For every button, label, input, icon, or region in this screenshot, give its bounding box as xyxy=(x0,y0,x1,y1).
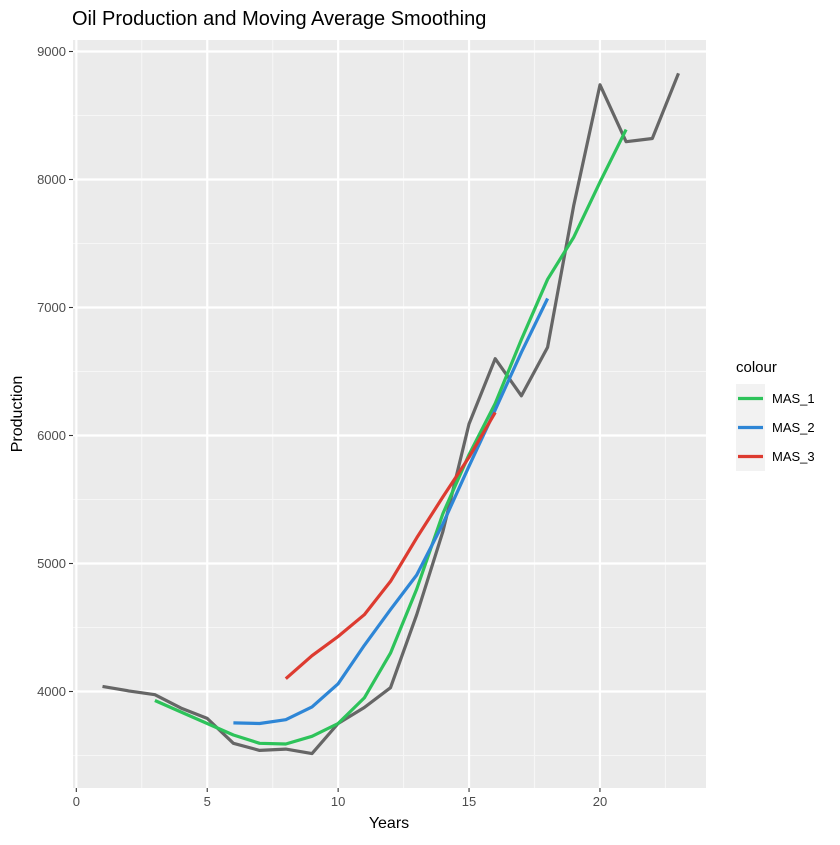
legend: colour MAS_1 MAS_2 MAS_3 xyxy=(736,359,815,471)
legend-items: MAS_1 MAS_2 MAS_3 xyxy=(736,384,815,471)
y-tick-label: 4000 xyxy=(37,684,66,699)
x-axis-title: Years xyxy=(369,815,409,832)
chart-title: Oil Production and Moving Average Smooth… xyxy=(72,8,486,30)
plot-panel xyxy=(73,40,706,788)
series-line-mas-3 xyxy=(284,411,497,680)
x-tick-label: 20 xyxy=(593,794,607,809)
x-tick-label: 10 xyxy=(331,794,345,809)
y-tick-label: 8000 xyxy=(37,172,66,187)
y-tick-label: 5000 xyxy=(37,556,66,571)
series-line-production xyxy=(102,72,680,756)
y-axis: 4000 5000 6000 7000 8000 9000 xyxy=(37,44,73,699)
y-tick-label: 9000 xyxy=(37,44,66,59)
series-line-mas-2 xyxy=(233,297,550,726)
x-tick-label: 0 xyxy=(73,794,80,809)
legend-label-mas-2: MAS_2 xyxy=(772,420,815,435)
y-tick-label: 7000 xyxy=(37,300,66,315)
x-axis: 0 5 10 15 20 xyxy=(73,788,607,809)
major-gridlines xyxy=(73,40,706,788)
series-lines xyxy=(102,72,680,756)
x-tick-label: 5 xyxy=(204,794,211,809)
y-axis-title: Production xyxy=(9,376,26,453)
x-tick-label: 15 xyxy=(462,794,476,809)
legend-label-mas-1: MAS_1 xyxy=(772,391,815,406)
legend-label-mas-3: MAS_3 xyxy=(772,449,815,464)
y-tick-label: 6000 xyxy=(37,428,66,443)
series-line-mas-1 xyxy=(154,128,628,746)
legend-title: colour xyxy=(736,359,777,376)
